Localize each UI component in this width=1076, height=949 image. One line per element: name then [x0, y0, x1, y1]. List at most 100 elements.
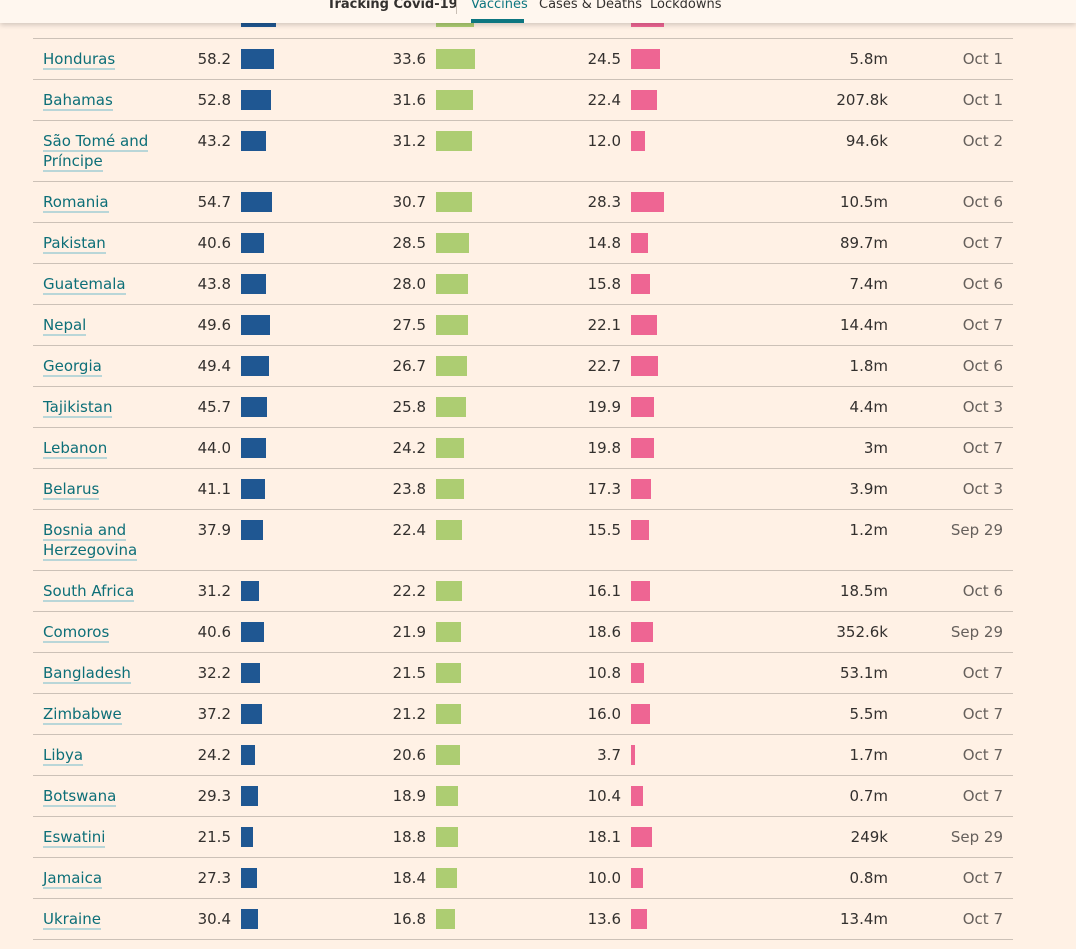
country-name: Georgia	[43, 357, 102, 377]
value-last-updated: Oct 7	[962, 869, 1003, 887]
value-partially-vaccinated: 22.1	[587, 316, 621, 334]
value-partially-vaccinated: 28.3	[587, 193, 621, 211]
bar-doses	[241, 438, 266, 458]
country-name: Jamaica	[43, 869, 103, 889]
country-link[interactable]: Honduras	[43, 49, 183, 70]
value-doses-administered: 1.2m	[849, 521, 888, 539]
table-row: Guatemala 43.8 28.0 15.8 7.4m Oct 6	[33, 264, 1013, 305]
table-row: Belarus 41.1 23.8 17.3 3.9m Oct 3	[33, 469, 1013, 510]
table-row: Nepal 49.6 27.5 22.1 14.4m Oct 7	[33, 305, 1013, 346]
value-doses-per-100: 24.2	[197, 746, 231, 764]
bar-partially-vaccinated	[631, 622, 653, 642]
country-link[interactable]: Belarus	[43, 479, 183, 500]
country-name: Belarus	[43, 480, 100, 500]
bar-fully-vaccinated	[436, 233, 469, 253]
bar-partially-vaccinated	[631, 745, 635, 765]
value-partially-vaccinated: 16.0	[587, 705, 621, 723]
bar-doses	[241, 622, 264, 642]
value-doses-per-100: 54.7	[197, 193, 231, 211]
bar-fully-vaccinated	[436, 397, 466, 417]
value-partially-vaccinated: 19.8	[587, 439, 621, 457]
value-last-updated: Oct 6	[962, 582, 1003, 600]
bar-doses	[241, 274, 266, 294]
bar-doses	[241, 520, 263, 540]
country-link[interactable]: Georgia	[43, 356, 183, 377]
value-doses-administered: 3.9m	[849, 480, 888, 498]
country-link[interactable]: Jamaica	[43, 868, 183, 889]
country-link[interactable]: Bahamas	[43, 90, 183, 111]
bar-partially-vaccinated	[631, 131, 645, 151]
bar-partially-vaccinated	[631, 356, 658, 376]
tab-vaccines[interactable]: Vaccines	[471, 0, 528, 12]
country-link[interactable]: Guatemala	[43, 274, 183, 295]
value-fully-vaccinated: 24.2	[392, 439, 426, 457]
value-doses-per-100: 41.1	[197, 480, 231, 498]
value-doses-administered: 1.7m	[849, 746, 888, 764]
country-link[interactable]: Nepal	[43, 315, 183, 336]
tab-cases-deaths[interactable]: Cases & Deaths	[539, 0, 643, 12]
value-partially-vaccinated: 24.5	[587, 50, 621, 68]
bar-doses	[241, 745, 255, 765]
table-row: Georgia 49.4 26.7 22.7 1.8m Oct 6	[33, 346, 1013, 387]
country-link[interactable]: Bosnia and Herzegovina	[43, 520, 183, 561]
bar-partially-vaccinated	[631, 868, 643, 888]
value-fully-vaccinated: 16.8	[392, 910, 426, 928]
value-fully-vaccinated: 26.7	[392, 357, 426, 375]
table-row: Comoros 40.6 21.9 18.6 352.6k Sep 29	[33, 612, 1013, 653]
value-last-updated: Oct 6	[962, 275, 1003, 293]
country-link[interactable]: Pakistan	[43, 233, 183, 254]
bar-fully-vaccinated	[436, 438, 464, 458]
country-link[interactable]: Lebanon	[43, 438, 183, 459]
table-row: Botswana 29.3 18.9 10.4 0.7m Oct 7	[33, 776, 1013, 817]
value-doses-per-100: 45.7	[197, 398, 231, 416]
value-fully-vaccinated: 18.9	[392, 787, 426, 805]
value-partially-vaccinated: 19.9	[587, 398, 621, 416]
country-link[interactable]: Zimbabwe	[43, 704, 183, 725]
value-last-updated: Oct 1	[962, 91, 1003, 109]
value-doses-administered: 0.8m	[849, 869, 888, 887]
country-name: Eswatini	[43, 828, 106, 848]
value-last-updated: Oct 6	[962, 357, 1003, 375]
value-doses-administered: 4.4m	[849, 398, 888, 416]
country-link[interactable]: Bangladesh	[43, 663, 183, 684]
value-partially-vaccinated: 15.8	[587, 275, 621, 293]
bar-doses	[241, 909, 258, 929]
bar-partially-vaccinated	[631, 274, 650, 294]
country-name: Nepal	[43, 316, 87, 336]
bar-partially-vaccinated	[631, 479, 651, 499]
table-row: Honduras 58.2 33.6 24.5 5.8m Oct 1	[33, 39, 1013, 80]
bar-fully-vaccinated	[436, 827, 458, 847]
bar-partially-vaccinated	[631, 192, 664, 212]
country-link[interactable]: Eswatini	[43, 827, 183, 848]
value-last-updated: Oct 7	[962, 439, 1003, 457]
value-fully-vaccinated: 21.2	[392, 705, 426, 723]
bar-partially-vaccinated	[631, 704, 650, 724]
bar-fully-vaccinated	[436, 479, 464, 499]
value-last-updated: Oct 7	[962, 664, 1003, 682]
vaccination-table: Honduras 58.2 33.6 24.5 5.8m Oct 1 Bahamas 52.8…	[33, 0, 1013, 940]
value-doses-per-100: 30.4	[197, 910, 231, 928]
bar-partially-vaccinated	[631, 663, 644, 683]
value-fully-vaccinated: 22.2	[392, 582, 426, 600]
country-link[interactable]: São Tomé and Príncipe	[43, 131, 183, 172]
value-last-updated: Oct 1	[962, 50, 1003, 68]
table-row: Libya 24.2 20.6 3.7 1.7m Oct 7	[33, 735, 1013, 776]
country-name: Bahamas	[43, 91, 113, 111]
country-link[interactable]: Libya	[43, 745, 183, 766]
tab-lockdowns[interactable]: Lockdowns	[650, 0, 722, 12]
value-partially-vaccinated: 10.8	[587, 664, 621, 682]
country-link[interactable]: Ukraine	[43, 909, 183, 930]
country-link[interactable]: South Africa	[43, 581, 183, 602]
table-row: Pakistan 40.6 28.5 14.8 89.7m Oct 7	[33, 223, 1013, 264]
bar-fully-vaccinated	[436, 786, 458, 806]
country-link[interactable]: Tajikistan	[43, 397, 183, 418]
value-doses-per-100: 52.8	[197, 91, 231, 109]
country-link[interactable]: Romania	[43, 192, 183, 213]
bar-partially-vaccinated	[631, 233, 648, 253]
country-link[interactable]: Botswana	[43, 786, 183, 807]
country-link[interactable]: Comoros	[43, 622, 183, 643]
value-doses-administered: 5.5m	[849, 705, 888, 723]
value-doses-administered: 352.6k	[836, 623, 888, 641]
bar-doses	[241, 90, 271, 110]
country-name: Pakistan	[43, 234, 106, 254]
